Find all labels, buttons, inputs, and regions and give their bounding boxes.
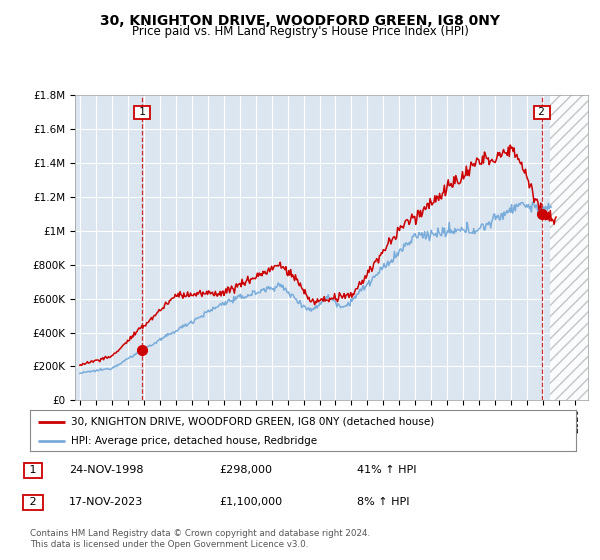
Text: 30, KNIGHTON DRIVE, WOODFORD GREEN, IG8 0NY (detached house): 30, KNIGHTON DRIVE, WOODFORD GREEN, IG8 … <box>71 417 434 427</box>
Text: 17-NOV-2023: 17-NOV-2023 <box>69 497 143 507</box>
Text: 2: 2 <box>26 497 40 507</box>
Bar <box>550 95 588 400</box>
Text: £298,000: £298,000 <box>219 465 272 475</box>
Text: 30, KNIGHTON DRIVE, WOODFORD GREEN, IG8 0NY: 30, KNIGHTON DRIVE, WOODFORD GREEN, IG8 … <box>100 14 500 28</box>
Text: 1: 1 <box>136 108 149 118</box>
Text: 41% ↑ HPI: 41% ↑ HPI <box>357 465 416 475</box>
Text: HPI: Average price, detached house, Redbridge: HPI: Average price, detached house, Redb… <box>71 436 317 446</box>
Text: 24-NOV-1998: 24-NOV-1998 <box>69 465 143 475</box>
Text: Contains HM Land Registry data © Crown copyright and database right 2024.
This d: Contains HM Land Registry data © Crown c… <box>30 529 370 549</box>
Text: £1,100,000: £1,100,000 <box>219 497 282 507</box>
Text: 2: 2 <box>535 108 548 118</box>
Text: 8% ↑ HPI: 8% ↑ HPI <box>357 497 409 507</box>
Text: 1: 1 <box>26 465 40 475</box>
Text: Price paid vs. HM Land Registry's House Price Index (HPI): Price paid vs. HM Land Registry's House … <box>131 25 469 38</box>
